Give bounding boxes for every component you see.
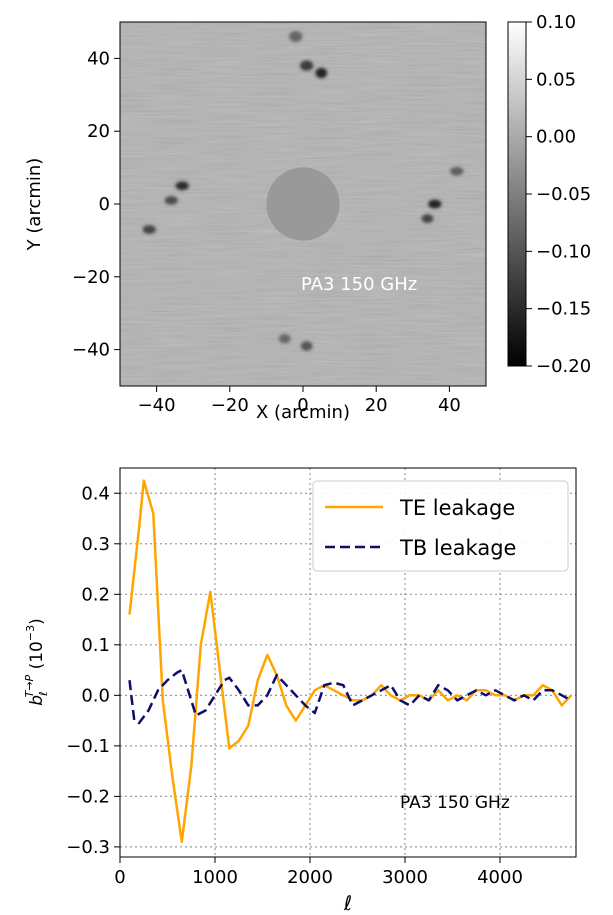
map-y-axis-label: Y (arcmin)	[24, 158, 45, 252]
legend-box	[312, 480, 569, 572]
plot-y-tick-label: 0.4	[81, 483, 110, 504]
plot-x-axis-label: ℓ	[343, 891, 352, 915]
map-feature-0	[300, 60, 314, 71]
map-feature-10	[278, 333, 291, 344]
plot-y-tick-label: 0.0	[81, 685, 110, 706]
map-x-tick-label: 0	[297, 395, 308, 416]
map-x-ticks: −40 −20 0 20 40	[138, 386, 461, 416]
map-y-ticks: 40 20 0 −20 −40	[72, 48, 120, 361]
colorbar-tick-label: −0.15	[536, 299, 591, 320]
map-x-tick-label: 40	[438, 395, 461, 416]
map-y-tick-label: −40	[72, 340, 110, 361]
colorbar-tick-label: −0.20	[536, 356, 591, 377]
plot-y-tick-label: 0.1	[81, 635, 110, 656]
leakage-map-panel: −40 −20 0 20 40 40 20 0 −20 −40 X (arcmin) Y (ar…	[24, 12, 591, 423]
map-feature-7	[421, 214, 434, 223]
colorbar-tick-label: 0.05	[536, 69, 576, 90]
y-label-sub: ℓ	[37, 691, 50, 697]
series-tb-leakage	[128, 668, 572, 725]
y-label-base: b	[27, 695, 47, 706]
plot-y-tick-label: 0.2	[81, 584, 110, 605]
plot-y-tick-label: −0.2	[66, 786, 110, 807]
plot-frame	[119, 467, 577, 858]
plot-y-tick-label: −0.1	[66, 736, 110, 757]
map-x-tick-label: 20	[365, 395, 388, 416]
plot-x-tick-label: 4000	[477, 867, 523, 888]
colorbar-tick-label: −0.10	[536, 241, 591, 262]
masked-center-disk	[266, 167, 340, 241]
plot-y-axis-label: bℓT→P (10−3)	[23, 618, 50, 705]
colorbar	[507, 21, 527, 367]
y-label-unit-open: (10	[27, 641, 47, 675]
map-feature-8	[450, 166, 464, 176]
map-feature-5	[142, 225, 156, 234]
legend-te-label: TE leakage	[399, 496, 515, 520]
legend-tb-label: TB leakage	[399, 536, 516, 560]
map-x-tick-label: −20	[211, 395, 249, 416]
plot-y-ticks: 0.4 0.3 0.2 0.1 0.0 −0.1 −0.2 −0.3	[66, 483, 120, 858]
plot-x-ticks: 0 1000 2000 3000 4000	[114, 857, 523, 888]
plot-x-tick-label: 1000	[192, 867, 238, 888]
map-y-tick-label: 0	[99, 194, 110, 215]
map-feature-9	[300, 341, 313, 351]
colorbar-tick-label: 0.00	[536, 127, 576, 148]
map-feature-2	[289, 31, 303, 43]
colorbar-tick-label: −0.05	[536, 184, 591, 205]
plot-x-tick-label: 0	[114, 867, 125, 888]
map-feature-1	[315, 67, 328, 79]
y-label-unit-exp: −3	[24, 625, 37, 641]
map-x-tick-label: −40	[138, 395, 176, 416]
map-feature-3	[175, 181, 189, 191]
plot-y-tick-label: −0.3	[66, 837, 110, 858]
map-image	[120, 22, 486, 386]
map-annotation: PA3 150 GHz	[301, 274, 417, 295]
plot-x-tick-label: 2000	[287, 867, 333, 888]
plot-y-tick-label: 0.3	[81, 534, 110, 555]
map-y-tick-label: 40	[87, 48, 110, 69]
map-y-tick-label: 20	[87, 121, 110, 142]
map-feature-6	[428, 199, 442, 209]
plot-x-tick-label: 3000	[382, 867, 428, 888]
colorbar-ticks: 0.10 0.05 0.00 −0.05 −0.10 −0.15 −0.20	[526, 12, 591, 377]
y-label-sup: T→P	[23, 674, 36, 697]
legend: TE leakage TB leakage	[312, 480, 569, 572]
map-y-tick-label: −20	[72, 267, 110, 288]
colorbar-tick-label: 0.10	[536, 12, 576, 33]
y-label-unit-close: )	[27, 618, 47, 625]
map-feature-4	[164, 195, 178, 205]
leakage-spectra-panel: 0 1000 2000 3000 4000 0.4 0.3 0.2 0.1 0.0 −0.1 −0.…	[23, 467, 577, 915]
plot-annotation: PA3 150 GHz	[400, 793, 510, 813]
map-x-axis-label: X (arcmin)	[256, 402, 350, 423]
map-features	[142, 31, 464, 351]
